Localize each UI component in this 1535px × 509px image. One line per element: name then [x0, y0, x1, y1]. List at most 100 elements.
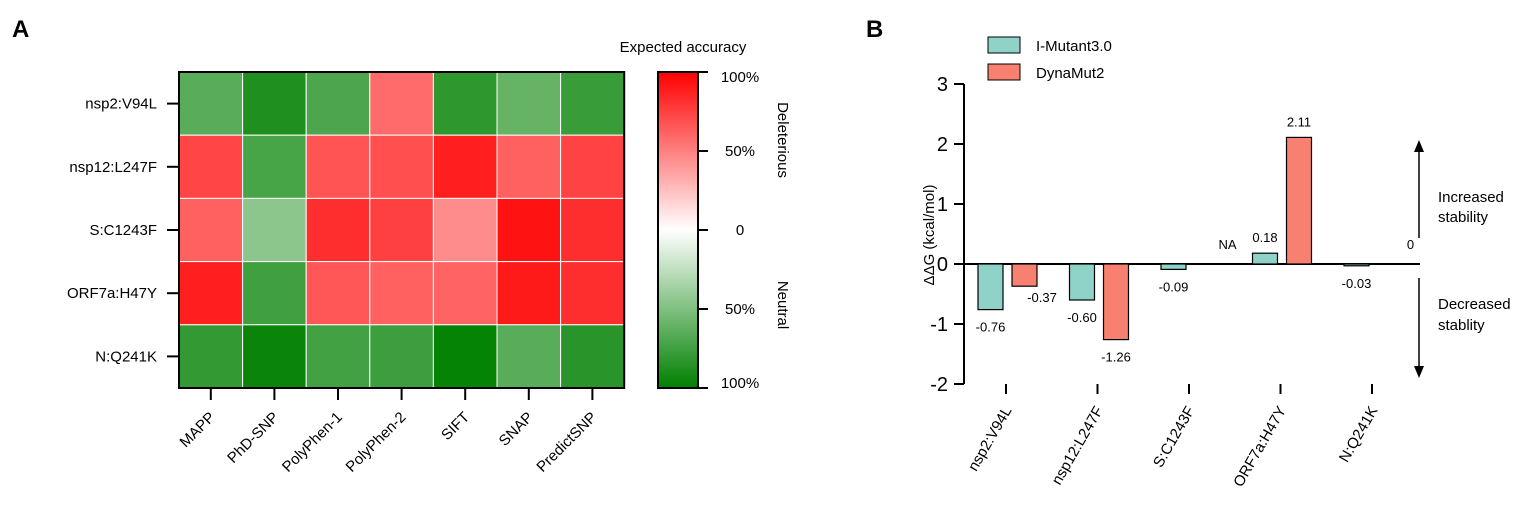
heatmap-cell	[432, 197, 498, 263]
heatmap-cell	[369, 71, 434, 136]
bar-x-label: nsp12:L247F	[1048, 404, 1107, 488]
heatmap-row-label: nsp2:V94L	[85, 96, 157, 113]
bar-y-tick-label: -2	[930, 374, 948, 396]
heatmap	[178, 71, 626, 389]
bar	[1160, 263, 1187, 271]
heatmap-cell	[242, 134, 307, 199]
panel-letter-a: A	[12, 16, 29, 43]
heatmap-cell	[242, 261, 307, 326]
bar	[1011, 263, 1038, 287]
heatmap-col-label: MAPP	[177, 409, 219, 451]
legend-tick-label: 100%	[721, 69, 759, 86]
bar-data-label: -0.76	[976, 320, 1006, 335]
heatmap-legend: Expected accuracy 100% 50% 0 50% 100% Delete…	[620, 39, 791, 392]
heatmap-cell	[178, 261, 244, 326]
bar	[1068, 263, 1096, 301]
bar-x-label: S:C1243F	[1150, 404, 1198, 471]
heatmap-cell	[242, 71, 307, 136]
bar-y-tick-label: 2	[937, 134, 948, 156]
legend-label-dynamut: DynaMut2	[1036, 65, 1104, 82]
legend-tick-label: 100%	[721, 375, 759, 392]
bar-data-label: NA	[1218, 237, 1236, 252]
bar-data-label: 0.18	[1252, 230, 1277, 245]
legend-tick-label: 0	[736, 222, 744, 239]
bar-x-label: ORF7a:H47Y	[1230, 404, 1290, 490]
panel-letter-b: B	[866, 16, 883, 43]
heatmap-cell	[369, 324, 434, 389]
heatmap-col-label: PolyPhen-1	[279, 409, 346, 476]
heatmap-row-label: N:Q241K	[95, 348, 157, 365]
bar-chart: 3 2 1 0 -1 -2 nsp2:V94L -0.76 -0.37 nsp12:L247F -0…	[930, 74, 1420, 490]
heatmap-cell	[560, 134, 625, 199]
bar	[977, 263, 1004, 311]
heatmap-cell	[305, 261, 371, 326]
legend-label-i-mutant: I-Mutant3.0	[1036, 38, 1112, 55]
heatmap-row-label: ORF7a:H47Y	[67, 285, 157, 302]
heatmap-cell	[432, 261, 498, 326]
bar-data-label: 0	[1407, 237, 1414, 252]
heatmap-cell	[496, 134, 562, 199]
heatmap-cell	[178, 324, 244, 389]
heatmap-cell	[432, 71, 498, 136]
heatmap-cell	[496, 71, 562, 136]
legend-ticks: 100% 50% 0 50% 100%	[698, 69, 759, 392]
bar-data-label: -0.37	[1027, 290, 1057, 305]
heatmap-cell	[369, 134, 434, 199]
bar	[1102, 263, 1130, 341]
heatmap-cell	[496, 197, 562, 263]
heatmap-cell	[305, 134, 371, 199]
bar-data-label: -0.03	[1342, 276, 1372, 291]
stability-annotations: Increased stability Decreased stablity	[1414, 140, 1511, 378]
legend-title: Expected accuracy	[620, 39, 747, 56]
bar-data-label: 2.11	[1287, 114, 1311, 129]
decreased-label-line1: Decreased	[1438, 296, 1511, 313]
heatmap-cell	[369, 197, 434, 263]
heatmap-cell	[178, 197, 244, 263]
heatmap-cell	[305, 324, 371, 389]
heatmap-cell	[242, 324, 307, 389]
legend-tick-label: 50%	[725, 143, 755, 160]
bar-data-label: -0.60	[1067, 310, 1097, 325]
legend-tick-label: 50%	[725, 301, 755, 318]
increased-label-line2: stability	[1438, 209, 1489, 226]
heatmap-cell	[242, 197, 307, 263]
decreased-label-line2: stablity	[1438, 317, 1485, 334]
heatmap-cell	[496, 261, 562, 326]
increased-label-line1: Increased	[1438, 189, 1504, 206]
bar-legend: I-Mutant3.0 DynaMut2	[987, 36, 1112, 82]
heatmap-cell	[560, 324, 625, 389]
heatmap-col-label: SIFT	[438, 409, 473, 444]
heatmap-row-label: S:C1243F	[89, 222, 157, 239]
heatmap-row-label: nsp12:L247F	[69, 159, 157, 176]
increased-arrowhead	[1414, 140, 1424, 152]
heatmap-cell	[369, 261, 434, 326]
bar-data-label: -0.09	[1159, 279, 1189, 294]
bar-data-label: -1.26	[1101, 350, 1131, 365]
heatmap-cell	[496, 324, 562, 389]
heatmap-cell	[178, 134, 244, 199]
heatmap-cell	[178, 71, 244, 136]
bar-y-tick-label: -1	[930, 314, 948, 336]
legend-colorbar	[657, 71, 699, 389]
heatmap-cell	[560, 197, 625, 263]
legend-neutral-label: Neutral	[774, 281, 791, 329]
legend-deleterious-label: Deleterious	[774, 102, 791, 178]
bar-y-tick-label: 3	[937, 74, 948, 96]
heatmap-cell	[305, 71, 371, 136]
legend-swatch-dynamut	[987, 63, 1021, 81]
legend-swatch-i-mutant	[987, 36, 1021, 54]
bar-x-label: nsp2:V94L	[965, 404, 1016, 475]
heatmap-col-label: PhD-SNP	[224, 409, 282, 467]
bar	[1343, 263, 1370, 267]
heatmap-cell	[560, 71, 625, 136]
heatmap-col-label: SNAP	[496, 409, 537, 450]
bar-y-axis-label: ΔΔG (kcal/mol)	[921, 185, 938, 286]
bar	[1251, 252, 1279, 265]
heatmap-col-label: PolyPhen-2	[343, 409, 410, 476]
bar	[1285, 136, 1313, 265]
heatmap-cell	[432, 134, 498, 199]
heatmap-cell	[432, 324, 498, 389]
bar-x-label: N:Q241K	[1336, 404, 1382, 466]
